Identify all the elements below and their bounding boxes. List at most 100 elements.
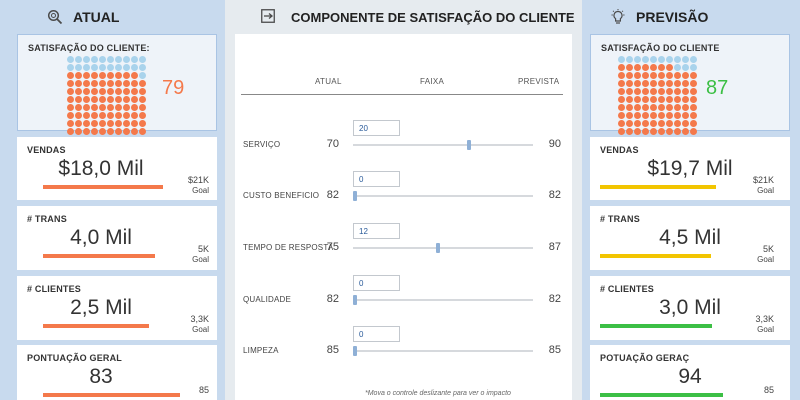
satisfaction-dot <box>131 56 138 63</box>
satisfaction-dot <box>67 104 74 111</box>
satisfaction-dot <box>626 64 633 71</box>
satisfaction-dot-grid <box>67 56 146 135</box>
satisfaction-dot <box>107 128 114 135</box>
satisfaction-dot <box>618 88 625 95</box>
satisfaction-dot <box>634 88 641 95</box>
satisfaction-dot <box>682 72 689 79</box>
satisfaction-dot <box>99 56 106 63</box>
satisfaction-dot <box>67 96 74 103</box>
satisfaction-dot <box>682 104 689 111</box>
kpi-label: # CLIENTES <box>600 284 655 294</box>
slider-handle[interactable] <box>353 346 357 356</box>
kpi-label: # TRANS <box>600 214 640 224</box>
satisfaction-dot <box>131 80 138 87</box>
kpi-value: 3,0 Mil <box>659 296 721 319</box>
slider-hint: *Mova o controle deslizante para ver o i… <box>365 390 511 397</box>
component-slider[interactable] <box>353 247 533 249</box>
kpi-card: PONTUAÇÃO GERAL 83 85 <box>17 345 217 400</box>
satisfaction-dot <box>682 96 689 103</box>
slider-value-input[interactable]: 0 <box>353 275 400 291</box>
component-label: TEMPO DE RESPOSTA <box>243 243 334 252</box>
kpi-value: 83 <box>89 365 113 388</box>
satisfaction-dot <box>75 64 82 71</box>
satisfaction-dot <box>642 96 649 103</box>
slider-handle[interactable] <box>353 295 357 305</box>
kpi-card: VENDAS $19,7 Mil $21K Goal <box>590 137 790 200</box>
slider-handle[interactable] <box>436 243 440 253</box>
component-current-value: 82 <box>326 189 339 201</box>
header-range: FAIXA <box>420 77 445 86</box>
satisfaction-dot <box>650 112 657 119</box>
satisfaction-dot <box>107 96 114 103</box>
satisfaction-dot <box>83 128 90 135</box>
satisfaction-dot <box>690 96 697 103</box>
kpi-label: POTUAÇÃO GERAÇ <box>600 353 690 363</box>
satisfaction-dot <box>674 112 681 119</box>
satisfaction-dot <box>618 96 625 103</box>
satisfaction-dot <box>83 120 90 127</box>
satisfaction-dot <box>99 112 106 119</box>
satisfaction-dot <box>67 56 74 63</box>
satisfaction-dot <box>634 64 641 71</box>
satisfaction-dot <box>91 120 98 127</box>
component-slider[interactable] <box>353 195 533 197</box>
satisfaction-dot <box>634 72 641 79</box>
satisfaction-dot <box>91 112 98 119</box>
kpi-value: $19,7 Mil <box>647 157 733 180</box>
kpi-progress-bar <box>600 254 711 258</box>
satisfaction-dot-grid <box>618 56 697 135</box>
satisfaction-dot <box>634 96 641 103</box>
kpi-goal-label: Goal <box>757 186 774 195</box>
satisfaction-dot <box>674 128 681 135</box>
component-slider[interactable] <box>353 299 533 301</box>
satisfaction-dot <box>658 56 665 63</box>
satisfaction-dot <box>139 120 146 127</box>
satisfaction-dot <box>690 80 697 87</box>
component-predicted-value: 82 <box>548 293 561 305</box>
satisfaction-dot <box>658 72 665 79</box>
satisfaction-dot <box>618 128 625 135</box>
kpi-goal: 85 <box>198 385 209 395</box>
satisfaction-dot <box>690 56 697 63</box>
slider-value-input[interactable]: 0 <box>353 326 400 342</box>
kpi-goal-label: Goal <box>192 325 209 334</box>
satisfaction-dot <box>91 104 98 111</box>
satisfaction-dot <box>115 104 122 111</box>
slider-value-input[interactable]: 20 <box>353 120 400 136</box>
satisfaction-dot <box>642 128 649 135</box>
component-predicted-value: 90 <box>548 138 561 150</box>
satisfaction-dot <box>650 72 657 79</box>
satisfaction-dot <box>91 64 98 71</box>
satisfaction-dot <box>618 112 625 119</box>
current-header: ATUAL <box>0 0 225 34</box>
component-slider[interactable] <box>353 350 533 352</box>
slider-handle[interactable] <box>353 191 357 201</box>
satisfaction-dot <box>107 64 114 71</box>
kpi-progress-bar <box>43 324 149 328</box>
component-current-value: 75 <box>326 241 339 253</box>
satisfaction-dot <box>642 120 649 127</box>
satisfaction-dot <box>91 88 98 95</box>
satisfaction-dot <box>634 56 641 63</box>
satisfaction-dot <box>674 56 681 63</box>
satisfaction-dot <box>75 72 82 79</box>
component-slider[interactable] <box>353 144 533 146</box>
satisfaction-dot <box>690 120 697 127</box>
satisfaction-dot <box>634 128 641 135</box>
satisfaction-dot <box>682 88 689 95</box>
satisfaction-dot <box>642 72 649 79</box>
slider-value-input[interactable]: 12 <box>353 223 400 239</box>
satisfaction-dot <box>658 104 665 111</box>
kpi-value: 2,5 Mil <box>70 296 132 319</box>
satisfaction-dot <box>674 120 681 127</box>
satisfaction-dot <box>83 72 90 79</box>
satisfaction-dot <box>650 80 657 87</box>
slider-value-input[interactable]: 0 <box>353 171 400 187</box>
satisfaction-dot <box>682 112 689 119</box>
satisfaction-dot <box>626 112 633 119</box>
slider-handle[interactable] <box>467 140 471 150</box>
satisfaction-dot <box>626 96 633 103</box>
satisfaction-dot <box>99 88 106 95</box>
satisfaction-dot <box>658 128 665 135</box>
satisfaction-dot <box>139 72 146 79</box>
